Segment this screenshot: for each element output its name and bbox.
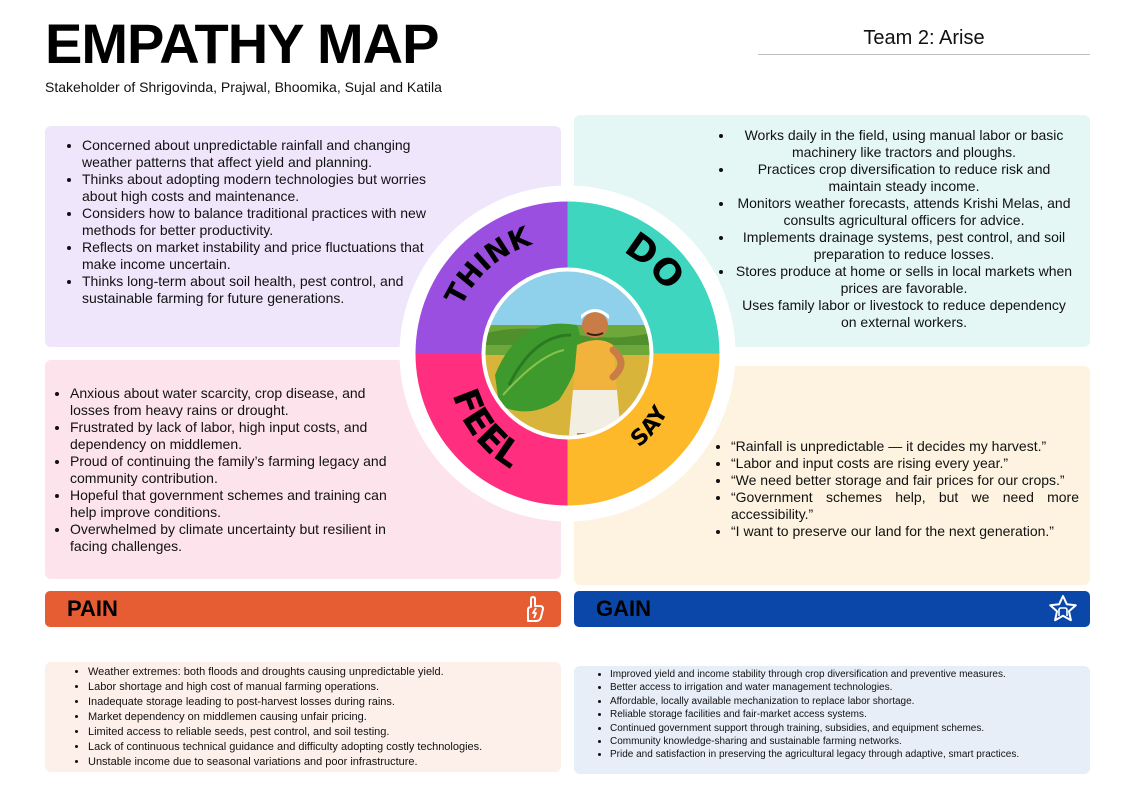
say-item: “Government schemes help, but we need mo…: [731, 489, 1079, 523]
think-item: Reflects on market instability and price…: [82, 239, 442, 273]
feel-item: Overwhelmed by climate uncertainty but r…: [70, 521, 405, 555]
team-label: Team 2: Arise: [758, 27, 1090, 55]
do-item: Implements drainage systems, pest contro…: [734, 229, 1074, 263]
empathy-wheel: THINK DO FEEL SAY: [399, 185, 736, 522]
do-item: Works daily in the field, using manual l…: [734, 127, 1074, 161]
gain-label: GAIN: [596, 596, 651, 621]
do-item: Uses family labor or livestock to reduce…: [734, 297, 1074, 331]
say-item: “We need better storage and fair prices …: [731, 472, 1079, 489]
pain-item: Inadequate storage leading to post-harve…: [88, 695, 548, 710]
do-item: Practices crop diversification to reduce…: [734, 161, 1074, 195]
page-subtitle: Stakeholder of Shrigovinda, Prajwal, Bho…: [45, 79, 442, 95]
say-panel: “Rainfall is unpredictable — it decides …: [574, 366, 1090, 585]
feel-item: Frustrated by lack of labor, high input …: [70, 419, 405, 453]
pain-label: PAIN: [67, 596, 118, 621]
pain-item: Lack of continuous technical guidance an…: [88, 740, 548, 755]
think-item: Thinks about adopting modern technologie…: [82, 171, 442, 205]
gain-item: Community knowledge-sharing and sustaina…: [610, 735, 1080, 748]
think-item: Concerned about unpredictable rainfall a…: [82, 137, 442, 171]
gain-item: Better access to irrigation and water ma…: [610, 681, 1080, 694]
gain-banner: GAIN: [574, 591, 1090, 627]
pain-item: Weather extremes: both floods and drough…: [88, 665, 548, 680]
page-title: EMPATHY MAP: [45, 12, 439, 75]
pain-list: Weather extremes: both floods and drough…: [88, 665, 548, 770]
gain-panel: Improved yield and income stability thro…: [574, 666, 1090, 774]
gain-list: Improved yield and income stability thro…: [610, 668, 1080, 762]
gain-item: Continued government support through tra…: [610, 722, 1080, 735]
think-item: Considers how to balance traditional pra…: [82, 205, 442, 239]
say-item: “I want to preserve our land for the nex…: [731, 523, 1079, 540]
gain-item: Pride and satisfaction in preserving the…: [610, 748, 1080, 761]
do-item: Stores produce at home or sells in local…: [734, 263, 1074, 297]
say-item: “Rainfall is unpredictable — it decides …: [731, 438, 1079, 455]
feel-list: Anxious about water scarcity, crop disea…: [70, 385, 405, 555]
pain-banner: PAIN: [45, 591, 561, 627]
pain-item: Limited access to reliable seeds, pest c…: [88, 725, 548, 740]
pain-item: Labor shortage and high cost of manual f…: [88, 680, 548, 695]
gain-item: Reliable storage facilities and fair-mar…: [610, 708, 1080, 721]
think-item: Thinks long-term about soil health, pest…: [82, 273, 442, 307]
gain-item: Affordable, locally available mechanizat…: [610, 695, 1080, 708]
say-item: “Labor and input costs are rising every …: [731, 455, 1079, 472]
pain-item: Unstable income due to seasonal variatio…: [88, 755, 548, 770]
star-icon: [1049, 595, 1077, 622]
think-list: Concerned about unpredictable rainfall a…: [82, 137, 442, 307]
gain-item: Improved yield and income stability thro…: [610, 668, 1080, 681]
do-item: Monitors weather forecasts, attends Kris…: [734, 195, 1074, 229]
pain-item: Market dependency on middlemen causing u…: [88, 710, 548, 725]
lightning-hand-icon: [527, 596, 544, 622]
feel-item: Proud of continuing the family’s farming…: [70, 453, 405, 487]
feel-item: Hopeful that government schemes and trai…: [70, 487, 405, 521]
say-list: “Rainfall is unpredictable — it decides …: [731, 438, 1079, 540]
feel-item: Anxious about water scarcity, crop disea…: [70, 385, 405, 419]
pain-panel: Weather extremes: both floods and drough…: [45, 662, 561, 772]
do-list: Works daily in the field, using manual l…: [734, 127, 1074, 331]
